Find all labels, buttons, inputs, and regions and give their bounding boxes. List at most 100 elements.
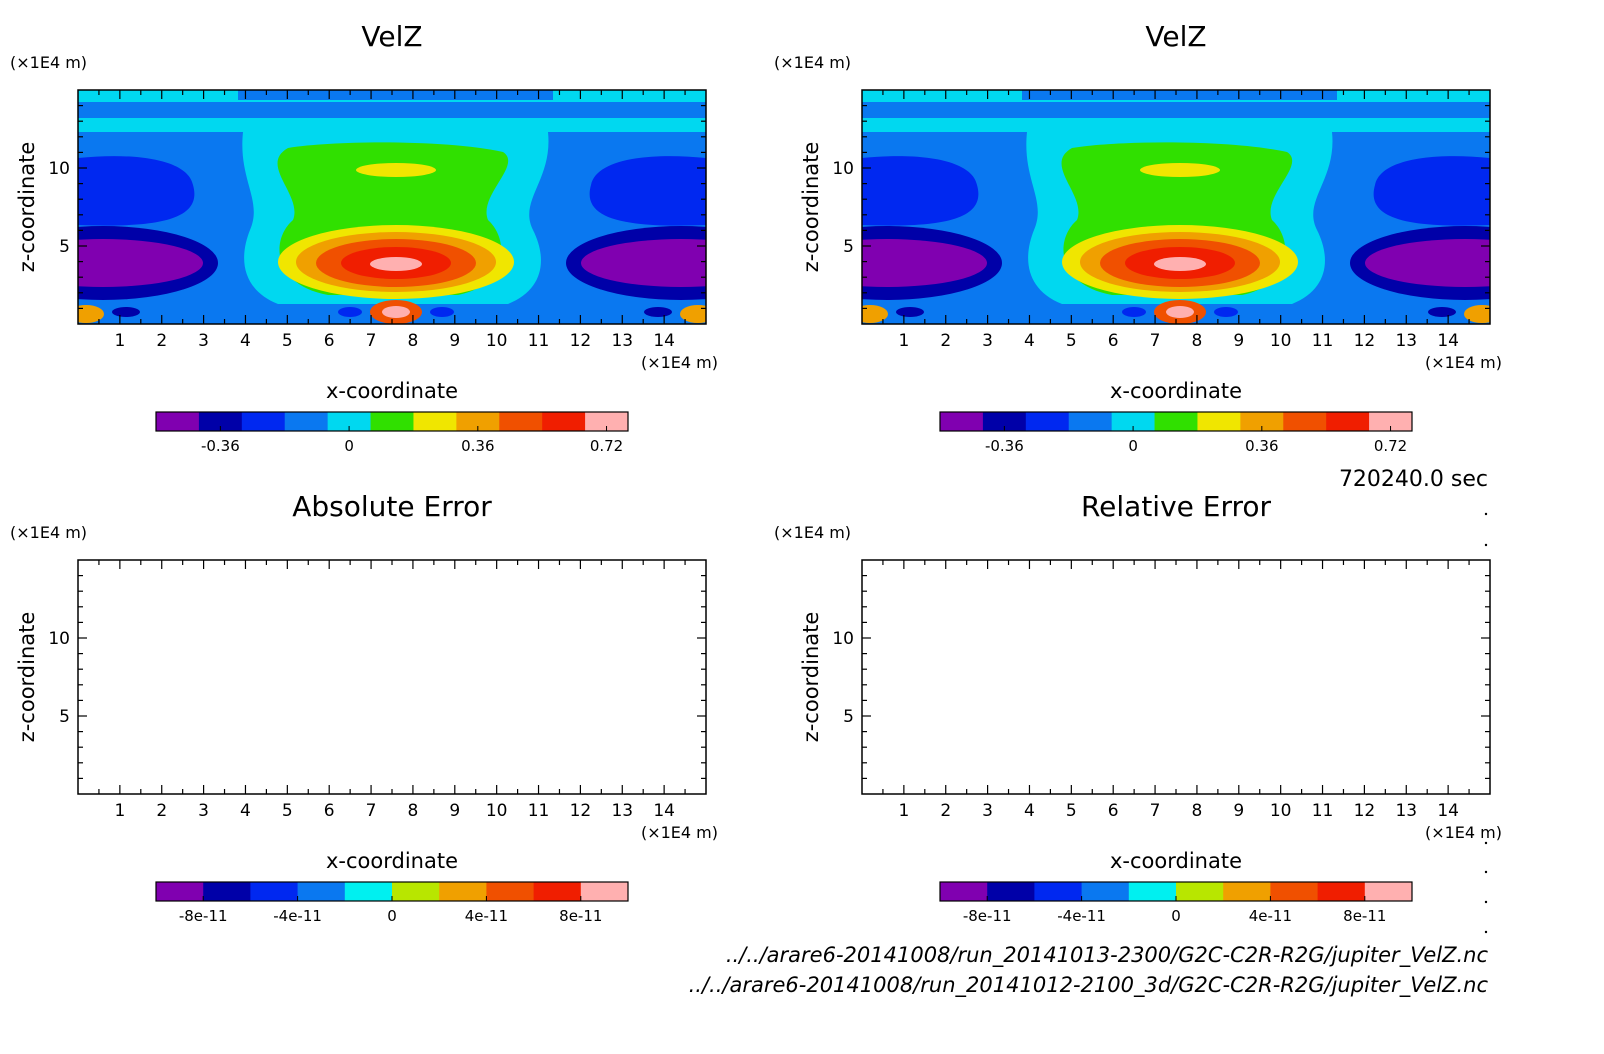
x-unit-label: (×1E4 m) <box>641 353 718 372</box>
x-tick-label: 7 <box>1150 331 1161 351</box>
colorbar-swatch <box>1240 412 1284 431</box>
x-tick-labels: 1 2 3 4 5 6 7 8 9 10 11 12 13 14 <box>898 801 1459 821</box>
region-bottom-right <box>680 305 706 323</box>
x-tick-label: 6 <box>324 331 335 351</box>
region-yellow-top <box>356 163 436 177</box>
colorbar-label: 0.72 <box>590 437 623 455</box>
y-axis-label: z-coordinate <box>799 142 823 273</box>
colorbar-swatch <box>1128 882 1177 901</box>
colorbar-label: 0.36 <box>1245 437 1278 455</box>
colorbar-swatch <box>1068 412 1113 431</box>
x-tick-label: 9 <box>449 331 460 351</box>
x-tick-label: 14 <box>1437 331 1459 351</box>
x-tick-label: 14 <box>1437 801 1459 821</box>
contour-field <box>77 559 707 795</box>
colorbar-label: 0 <box>1128 437 1138 455</box>
colorbar-swatch <box>987 882 1035 901</box>
colorbar-swatch <box>1317 882 1366 901</box>
colorbar-label: 0 <box>387 907 397 925</box>
colorbar-label: 0 <box>344 437 354 455</box>
x-tick-label: 10 <box>486 801 508 821</box>
region-right-blue <box>589 156 706 226</box>
x-tick-label: 9 <box>449 801 460 821</box>
y-tick-labels: 5 10 <box>48 159 70 257</box>
x-tick-label: 11 <box>1312 331 1334 351</box>
region-right-purple <box>581 239 706 287</box>
colorbar-frame <box>155 411 629 432</box>
tick-marks <box>862 560 1490 794</box>
colorbar-label: 0.36 <box>461 437 494 455</box>
colorbar-label: 4e-11 <box>1249 907 1292 925</box>
x-tick-label: 3 <box>198 331 209 351</box>
x-tick-label: 8 <box>408 331 419 351</box>
colorbar-swatch <box>940 882 988 901</box>
x-tick-label: 1 <box>898 801 909 821</box>
colorbar-swatch <box>1270 882 1319 901</box>
x-tick-labels: 1 2 3 4 5 6 7 8 9 10 11 12 13 14 <box>898 331 1459 351</box>
x-tick-label: 9 <box>1233 801 1244 821</box>
contour-field <box>77 89 707 325</box>
x-tick-label: 1 <box>898 331 909 351</box>
x-tick-label: 4 <box>240 801 251 821</box>
x-unit-label: (×1E4 m) <box>1425 823 1502 842</box>
x-tick-label: 11 <box>1312 801 1334 821</box>
y-tick-label: 5 <box>843 237 854 257</box>
colorbar-swatch <box>1369 412 1413 431</box>
y-axis-label: z-coordinate <box>15 142 39 273</box>
colorbar-swatch <box>370 412 414 431</box>
x-tick-label: 6 <box>1108 331 1119 351</box>
colorbar-frame <box>939 411 1413 432</box>
x-tick-label: 11 <box>528 801 550 821</box>
colorbar-label: 0.72 <box>1374 437 1407 455</box>
panel-title: VelZ <box>1145 20 1206 53</box>
colorbar-swatch <box>542 412 586 431</box>
x-tick-labels: 1 2 3 4 5 6 7 8 9 10 11 12 13 14 <box>114 331 675 351</box>
colorbar-swatch <box>1154 412 1198 431</box>
colorbar: -0.36 0 0.36 0.72 <box>939 411 1413 455</box>
colorbar-swatch <box>1364 882 1413 901</box>
x-tick-label: 5 <box>282 801 293 821</box>
colorbar: -0.36 0 0.36 0.72 <box>155 411 629 455</box>
colorbar-swatch <box>585 412 629 431</box>
colorbar-swatch <box>1025 412 1070 431</box>
colorbar-swatch <box>327 412 372 431</box>
band-upper <box>78 118 706 132</box>
x-tick-label: 5 <box>1066 331 1077 351</box>
x-tick-label: 14 <box>653 801 675 821</box>
colorbar-swatch <box>1111 412 1156 431</box>
x-tick-label: 6 <box>324 801 335 821</box>
colorbar-swatch <box>982 412 1027 431</box>
region-left-purple <box>78 239 203 287</box>
x-tick-label: 7 <box>366 801 377 821</box>
tick-marks <box>78 560 706 794</box>
colorbar-swatch <box>940 412 984 431</box>
y-tick-label: 10 <box>832 629 854 649</box>
x-tick-label: 2 <box>156 331 167 351</box>
colorbar-swatch <box>250 882 299 901</box>
colorbar-label: -8e-11 <box>179 907 228 925</box>
x-unit-label: (×1E4 m) <box>1425 353 1502 372</box>
colorbar-label: -8e-11 <box>963 907 1012 925</box>
x-tick-label: 2 <box>156 801 167 821</box>
time-stamp: 720240.0 sec <box>1339 467 1488 492</box>
y-axis-label: z-coordinate <box>15 612 39 743</box>
x-tick-label: 1 <box>114 801 125 821</box>
x-tick-label: 3 <box>982 801 993 821</box>
y-tick-label: 10 <box>48 629 70 649</box>
panel-title: VelZ <box>361 20 422 53</box>
colorbar-swatch <box>241 412 286 431</box>
band-top-center <box>238 90 553 100</box>
footer-file-2: ../../arare6-20141008/run_20141012-2100_… <box>689 973 1489 998</box>
colorbar-label: -0.36 <box>201 437 240 455</box>
y-unit-label: (×1E4 m) <box>10 523 87 542</box>
x-tick-label: 3 <box>198 801 209 821</box>
x-tick-label: 3 <box>982 331 993 351</box>
panel-velz-right: VelZ (×1E4 m) <box>774 20 1502 455</box>
tick-marks <box>862 90 1490 324</box>
y-tick-labels: 5 10 <box>832 159 854 257</box>
x-tick-label: 12 <box>1354 331 1376 351</box>
tick-marks <box>78 90 706 324</box>
x-tick-label: 13 <box>1395 801 1417 821</box>
colorbar-swatch <box>203 882 251 901</box>
colorbar: -8e-11 -4e-11 0 4e-11 8e-11 <box>155 881 629 925</box>
